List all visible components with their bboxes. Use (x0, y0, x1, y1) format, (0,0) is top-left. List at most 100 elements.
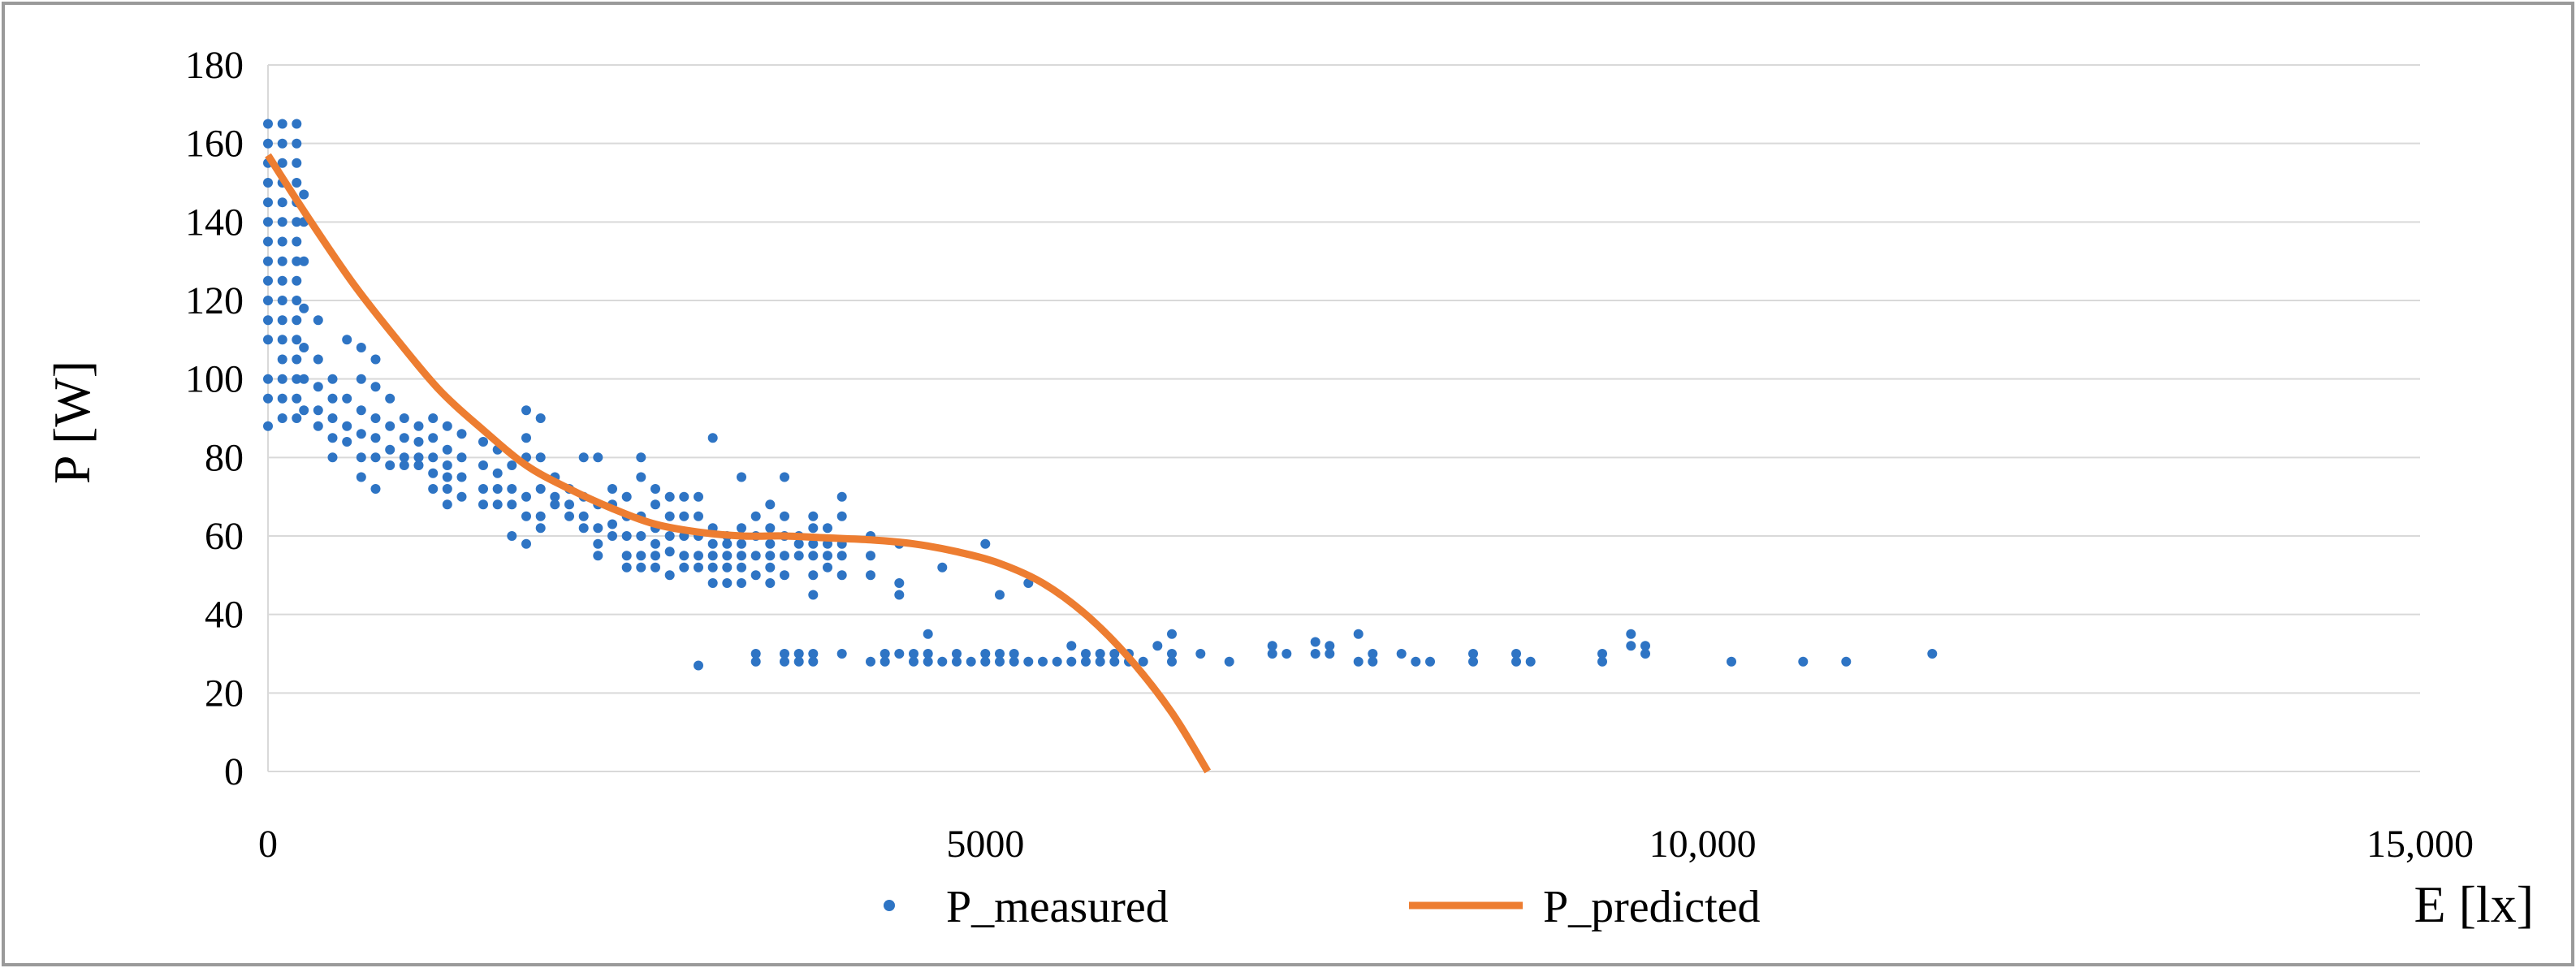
data-point-p-measured (952, 656, 962, 667)
x-tick-label: 0 (258, 823, 278, 866)
data-point-p-measured (277, 236, 287, 247)
data-point-p-measured (966, 656, 976, 667)
data-point-p-measured (1597, 649, 1607, 659)
data-point-p-measured (793, 538, 804, 549)
data-point-p-measured (750, 570, 761, 581)
data-point-p-measured (413, 460, 424, 470)
data-point-p-measured (593, 538, 603, 549)
data-point-p-measured (621, 551, 632, 561)
data-point-p-measured (385, 444, 395, 455)
data-point-p-measured (909, 649, 918, 659)
data-point-p-measured (823, 562, 832, 573)
data-point-p-measured (780, 656, 789, 667)
data-point-p-measured (263, 421, 273, 431)
data-point-p-measured (313, 382, 323, 392)
data-point-p-measured (277, 275, 287, 286)
y-tick-label: 120 (185, 279, 244, 322)
data-point-p-measured (650, 562, 660, 573)
data-point-p-measured (507, 484, 517, 494)
data-point-p-measured (299, 343, 309, 352)
data-point-p-measured (679, 511, 689, 521)
data-point-p-measured (980, 656, 991, 667)
data-point-p-measured (737, 472, 746, 482)
data-point-p-measured (313, 421, 323, 431)
data-point-p-measured (737, 523, 746, 534)
data-point-p-measured (1511, 656, 1521, 667)
data-point-p-measured (737, 562, 746, 573)
data-point-p-measured (292, 413, 302, 423)
y-tick-label: 40 (205, 594, 244, 637)
data-point-p-measured (342, 437, 352, 447)
data-point-p-measured (722, 551, 733, 561)
y-tick-label: 140 (185, 201, 244, 244)
data-point-p-measured (299, 303, 309, 313)
data-point-p-measured (894, 649, 905, 659)
y-tick-label: 0 (224, 750, 244, 793)
data-point-p-measured (442, 499, 452, 510)
data-point-p-measured (456, 429, 467, 439)
data-point-p-measured (428, 452, 439, 463)
data-point-p-measured (277, 393, 287, 404)
data-point-p-measured (521, 491, 531, 502)
data-point-p-measured (399, 452, 409, 463)
data-point-p-measured (909, 656, 918, 667)
data-point-p-measured (780, 511, 789, 521)
data-point-p-measured (880, 656, 890, 667)
data-point-p-measured (593, 523, 603, 534)
data-point-p-measured (722, 538, 733, 549)
data-point-p-measured (277, 256, 287, 266)
legend: P_measured P_predicted (884, 882, 1760, 932)
data-point-p-measured (535, 511, 546, 521)
data-point-p-measured (277, 374, 287, 384)
data-point-p-measured (1009, 649, 1019, 659)
data-point-p-measured (385, 460, 395, 470)
data-point-p-measured (937, 562, 948, 573)
y-axis-tick-labels: 0 20 40 60 80 100 120 140 160 180 (185, 44, 244, 793)
data-point-p-measured (370, 382, 381, 392)
data-point-p-measured (952, 649, 962, 659)
data-point-p-measured (808, 570, 819, 581)
data-point-p-measured (578, 511, 589, 521)
data-point-p-measured (1267, 641, 1277, 651)
data-point-p-measured (413, 452, 424, 463)
data-point-p-measured (342, 421, 352, 431)
data-point-p-measured (578, 523, 589, 534)
data-point-p-measured (492, 468, 503, 478)
data-point-p-measured (292, 217, 302, 227)
data-point-p-measured (765, 551, 776, 561)
data-point-p-measured (507, 531, 517, 541)
data-point-p-measured (535, 413, 546, 423)
data-point-p-measured (478, 460, 488, 470)
data-point-p-measured (1195, 649, 1206, 659)
data-point-p-measured (1425, 656, 1435, 667)
data-point-p-measured (356, 472, 366, 482)
series-p-measured (263, 119, 1938, 671)
data-point-p-measured (722, 562, 733, 573)
x-tick-label: 5000 (946, 823, 1024, 866)
data-point-p-measured (780, 570, 789, 581)
data-point-p-measured (607, 519, 617, 529)
data-point-p-measured (836, 551, 847, 561)
data-point-p-measured (399, 460, 409, 470)
data-point-p-measured (1095, 649, 1105, 659)
data-point-p-measured (664, 570, 675, 581)
data-point-p-measured (1224, 656, 1234, 667)
data-point-p-measured (664, 531, 675, 541)
data-point-p-measured (442, 421, 452, 431)
data-point-p-measured (442, 472, 452, 482)
data-point-p-measured (866, 656, 875, 667)
data-point-p-measured (385, 421, 395, 431)
data-point-p-measured (370, 433, 381, 443)
data-point-p-measured (535, 523, 546, 534)
data-point-p-measured (263, 138, 273, 149)
data-point-p-measured (707, 433, 718, 443)
data-point-p-measured (478, 499, 488, 510)
data-point-p-measured (507, 460, 517, 470)
data-point-p-measured (621, 491, 632, 502)
data-point-p-measured (313, 405, 323, 416)
data-point-p-measured (492, 484, 503, 494)
y-tick-label: 180 (185, 44, 244, 87)
data-point-p-measured (564, 511, 574, 521)
data-point-p-measured (1066, 656, 1077, 667)
